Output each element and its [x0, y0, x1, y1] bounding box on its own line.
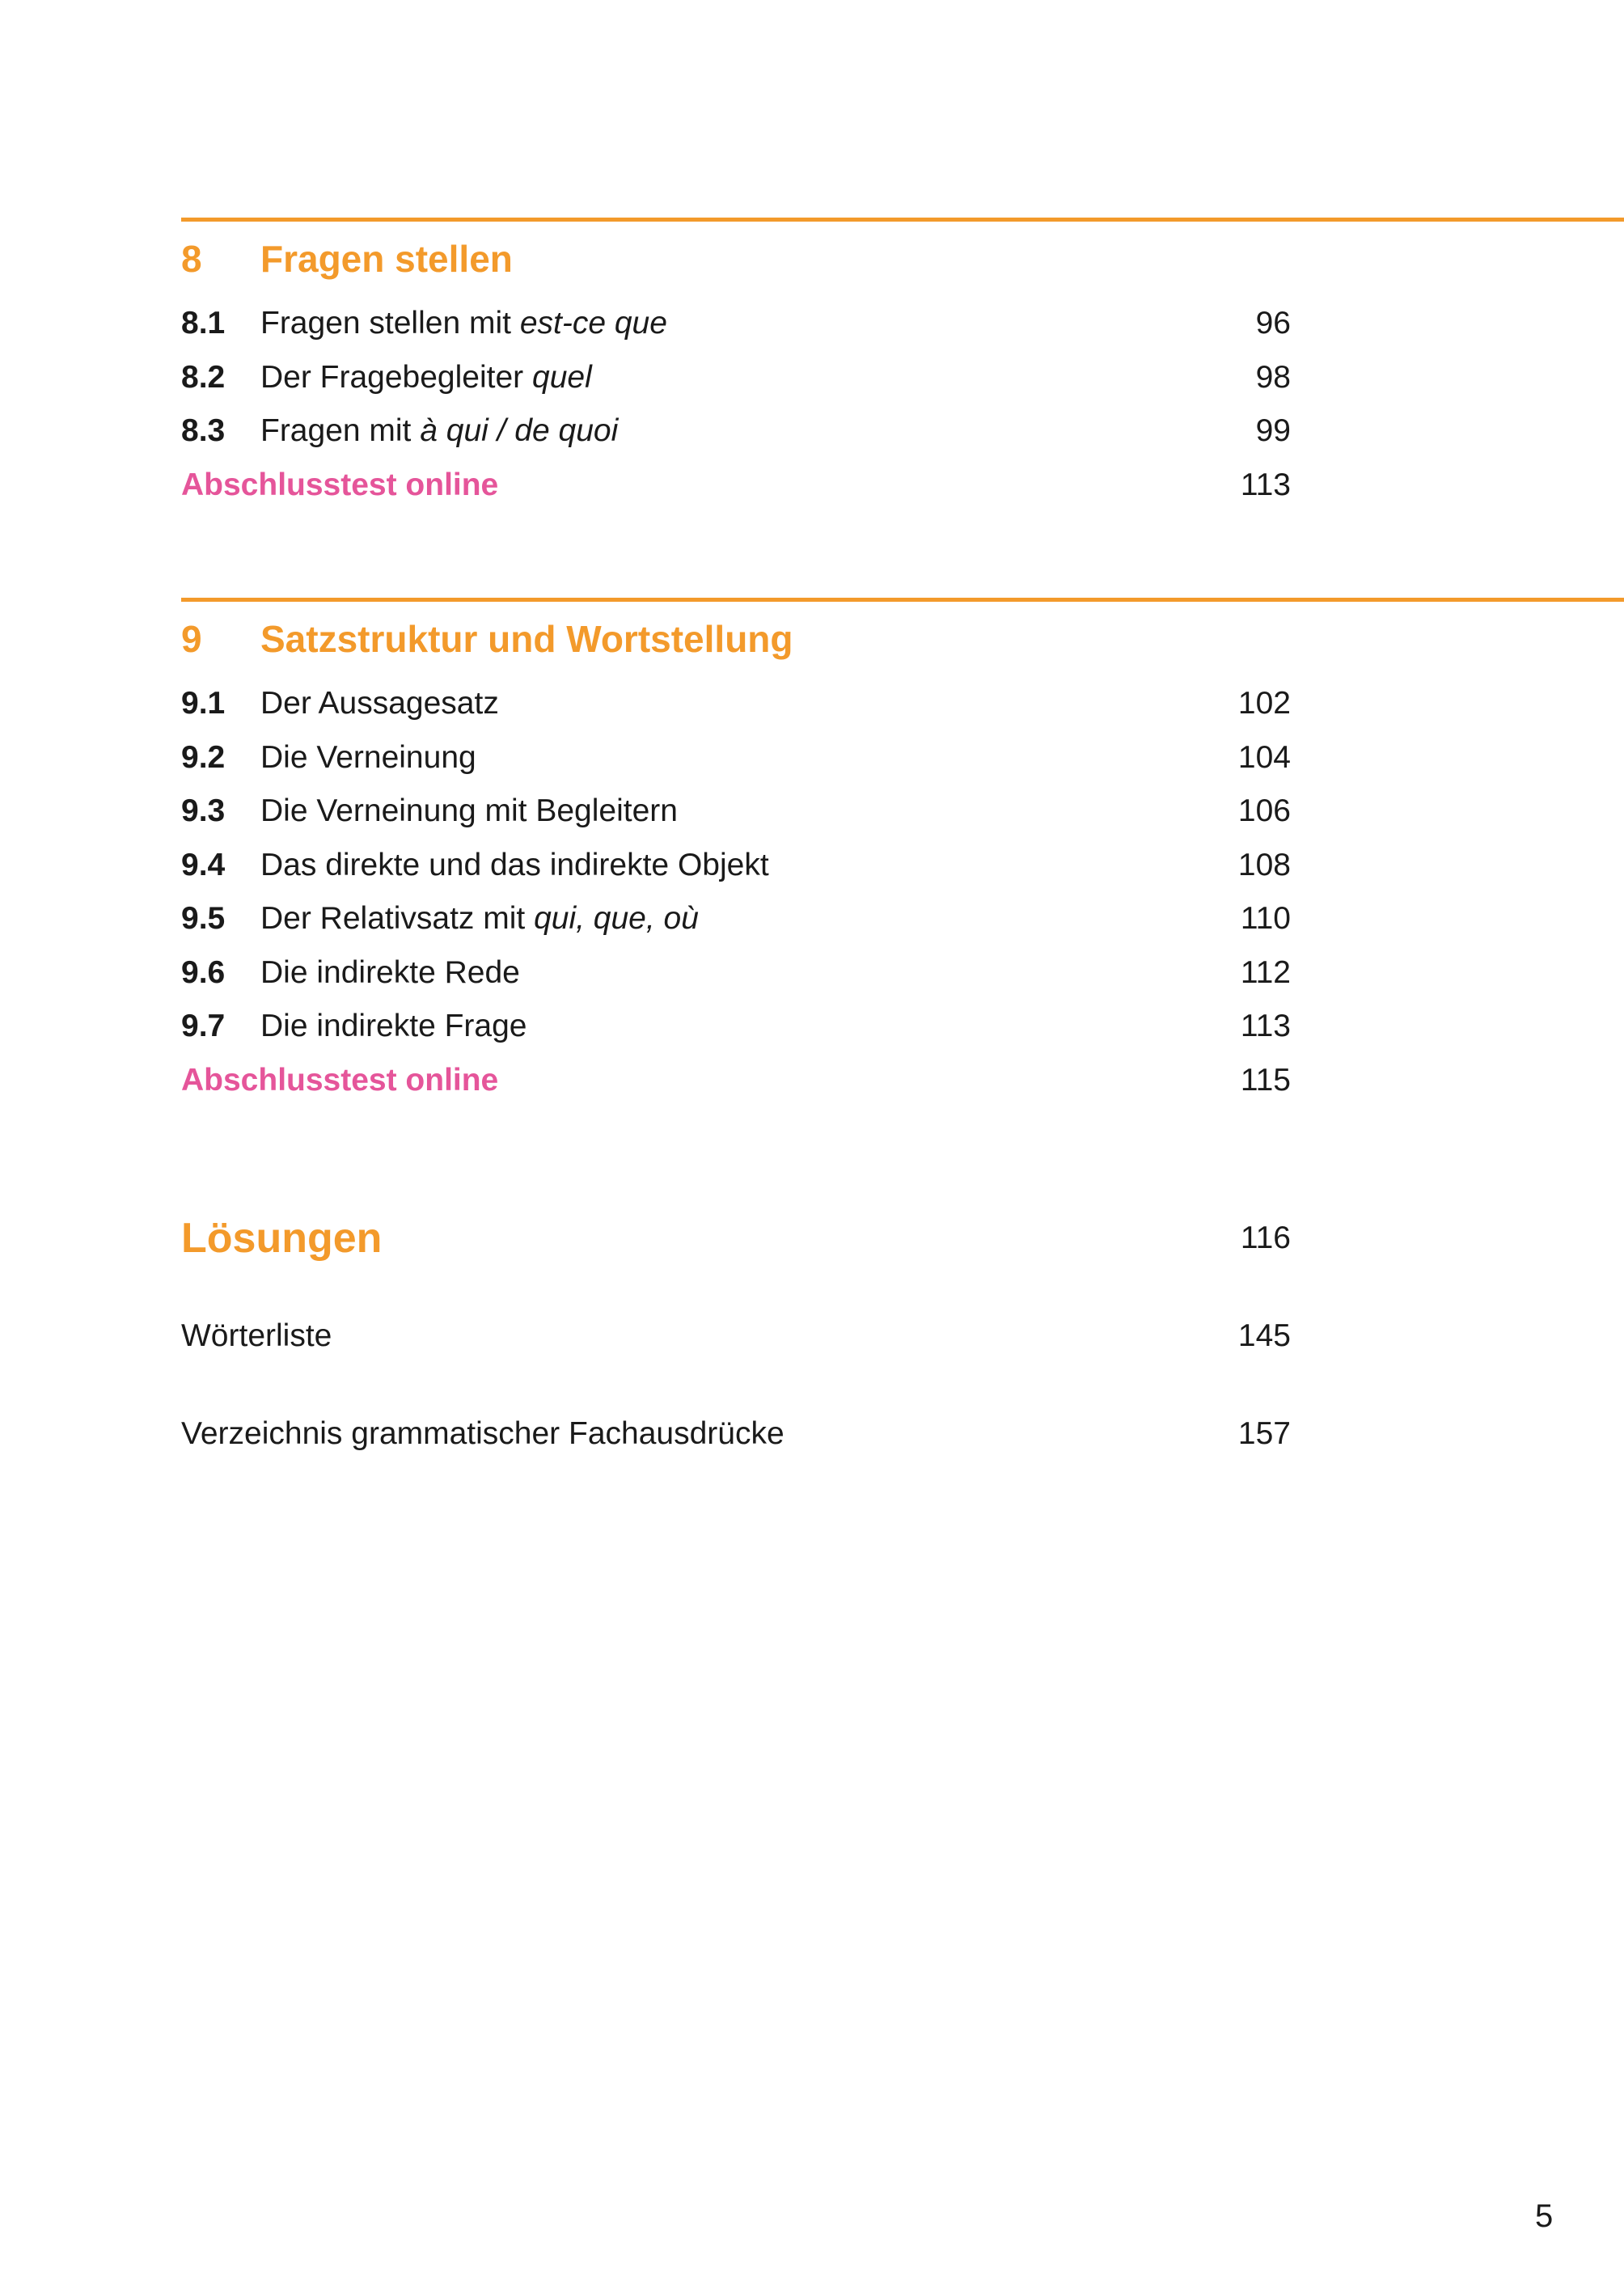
- toc-entry[interactable]: 9.3 Die Verneinung mit Begleitern 106: [181, 787, 1291, 836]
- entry-title: Die Verneinung: [260, 734, 476, 782]
- entry-number: 9.4: [181, 847, 226, 882]
- entry-title: Der Fragebegleiter quel: [260, 353, 592, 402]
- entry-number: 9.1: [181, 686, 226, 721]
- entry-title-text: Der Fragebegleiter: [260, 359, 532, 395]
- entry-page: 102: [1237, 686, 1291, 721]
- entry-title-text: Die indirekte Rede: [260, 954, 520, 990]
- entry-title-italic: à qui / de quoi: [420, 413, 619, 448]
- toc-entry[interactable]: 9.2 Die Verneinung 104: [181, 734, 1291, 782]
- chapter-number: 9: [181, 618, 202, 660]
- entry-number: 8.3: [181, 413, 226, 448]
- entry-page: 112: [1240, 954, 1291, 990]
- entry-title: Der Aussagesatz: [260, 679, 499, 728]
- entry-title-text: Der Relativsatz mit: [260, 901, 535, 936]
- online-test-label[interactable]: Abschlusstest online: [181, 467, 499, 502]
- toc-entry[interactable]: 8.3 Fragen mit à qui / de quoi 99: [181, 407, 1291, 455]
- entry-page: 98: [1255, 359, 1291, 395]
- entry-number: 9.6: [181, 954, 226, 990]
- appendix-entry[interactable]: Verzeichnis grammatischer Fachausdrücke 1…: [181, 1410, 1291, 1458]
- entry-page: 110: [1240, 901, 1291, 936]
- entry-title: Fragen mit à qui / de quoi: [260, 407, 618, 455]
- entry-title: Die indirekte Frage: [260, 1002, 527, 1051]
- entry-title-italic: est-ce que: [519, 306, 667, 341]
- toc-entry[interactable]: 8.1 Fragen stellen mit est-ce que 96: [181, 299, 1291, 348]
- toc-entry[interactable]: 9.1 Der Aussagesatz 102: [181, 679, 1291, 728]
- online-test-page: 115: [1240, 1062, 1291, 1098]
- chapter-divider: [181, 598, 1624, 602]
- entry-title: Das direkte und das indirekte Objekt: [260, 841, 769, 890]
- online-test-label[interactable]: Abschlusstest online: [181, 1062, 499, 1098]
- appendix-title: Verzeichnis grammatischer Fachausdrücke: [181, 1416, 785, 1451]
- entry-number: 9.7: [181, 1009, 226, 1043]
- entry-title-text: Der Aussagesatz: [260, 686, 499, 721]
- appendix-page: 157: [1237, 1416, 1291, 1451]
- solutions-entry[interactable]: Lösungen 116: [181, 1214, 1291, 1263]
- online-test-link[interactable]: Abschlusstest online 115: [181, 1056, 1291, 1105]
- entry-title-italic: qui, que, où: [534, 901, 699, 936]
- entry-title: Die indirekte Rede: [260, 949, 520, 997]
- toc-entry[interactable]: 9.7 Die indirekte Frage 113: [181, 1002, 1291, 1051]
- entry-page: 106: [1237, 793, 1291, 828]
- entry-title-text: Fragen stellen mit: [260, 306, 520, 341]
- entry-number: 8.1: [181, 306, 226, 341]
- appendix-entry[interactable]: Wörterliste 145: [181, 1312, 1291, 1360]
- chapter-title: Satzstruktur und Wortstellung: [260, 618, 793, 660]
- chapter-number: 8: [181, 238, 202, 280]
- entry-title: Fragen stellen mit est-ce que: [260, 299, 667, 348]
- entry-title-text: Die Verneinung: [260, 739, 476, 775]
- chapter-heading[interactable]: 8 Fragen stellen: [181, 235, 1291, 283]
- entry-title-text: Das direkte und das indirekte Objekt: [260, 847, 769, 882]
- entry-page: 113: [1240, 1009, 1291, 1043]
- page-number: 5: [1535, 2198, 1554, 2234]
- entry-page: 108: [1237, 847, 1291, 882]
- entry-title: Die Verneinung mit Begleitern: [260, 787, 678, 836]
- entry-title-text: Fragen mit: [260, 413, 421, 448]
- toc-entry[interactable]: 9.6 Die indirekte Rede 112: [181, 949, 1291, 997]
- entry-number: 9.2: [181, 739, 226, 775]
- appendix-page: 145: [1237, 1318, 1291, 1353]
- entry-page: 104: [1237, 739, 1291, 775]
- solutions-title: Lösungen: [181, 1215, 383, 1262]
- entry-number: 8.2: [181, 359, 226, 395]
- appendix-title: Wörterliste: [181, 1318, 332, 1353]
- online-test-link[interactable]: Abschlusstest online 113: [181, 461, 1291, 510]
- toc-entry[interactable]: 9.4 Das direkte und das indirekte Objekt 1…: [181, 841, 1291, 890]
- chapter-heading[interactable]: 9 Satzstruktur und Wortstellung: [181, 615, 1291, 663]
- entry-title: Der Relativsatz mit qui, que, où: [260, 895, 699, 943]
- chapter-title: Fragen stellen: [260, 238, 513, 280]
- chapter-divider: [181, 218, 1624, 222]
- entry-title-italic: quel: [532, 359, 592, 395]
- online-test-page: 113: [1240, 467, 1291, 502]
- entry-page: 96: [1255, 306, 1291, 341]
- entry-page: 99: [1255, 413, 1291, 448]
- toc-entry[interactable]: 8.2 Der Fragebegleiter quel 98: [181, 353, 1291, 402]
- solutions-page: 116: [1240, 1221, 1291, 1255]
- entry-title-text: Die Verneinung mit Begleitern: [260, 793, 678, 828]
- entry-number: 9.5: [181, 901, 226, 936]
- entry-title-text: Die indirekte Frage: [260, 1009, 527, 1043]
- entry-number: 9.3: [181, 793, 226, 828]
- toc-entry[interactable]: 9.5 Der Relativsatz mit qui, que, où 110: [181, 895, 1291, 943]
